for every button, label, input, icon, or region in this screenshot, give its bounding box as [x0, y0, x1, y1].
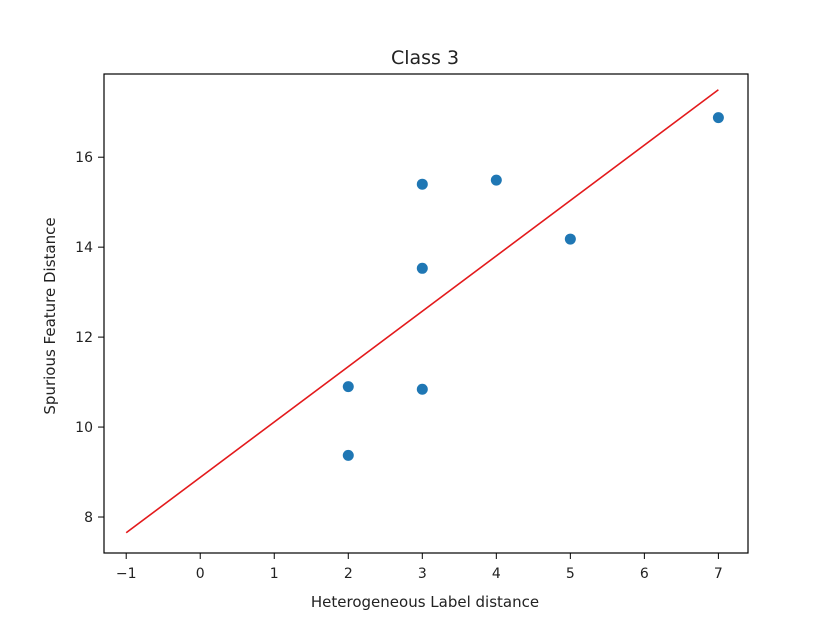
x-axis-label: Heterogeneous Label distance	[311, 593, 539, 611]
x-tick-label: 0	[196, 566, 205, 582]
y-tick-label: 14	[75, 240, 93, 256]
scatter-point	[342, 381, 354, 393]
y-tick-label: 10	[75, 420, 93, 436]
scatter-point	[490, 174, 502, 186]
scatter-point	[416, 383, 428, 395]
chart-title: Class 3	[391, 47, 459, 69]
y-tick-label: 12	[75, 330, 93, 346]
x-tick-label: 2	[344, 566, 353, 582]
scatter-point	[564, 233, 576, 245]
y-tick-label: 16	[75, 150, 93, 166]
scatter-point	[342, 449, 354, 461]
x-tick-label: 1	[270, 566, 279, 582]
scatter-point	[416, 262, 428, 274]
x-tick-label: 6	[640, 566, 649, 582]
x-tick-label: 7	[714, 566, 723, 582]
x-tick-label: 3	[418, 566, 427, 582]
y-axis-label: Spurious Feature Distance	[41, 217, 59, 414]
scatter-point	[712, 112, 724, 124]
x-tick-label: 5	[566, 566, 575, 582]
x-tick-label: −1	[116, 566, 137, 582]
plot-frame	[103, 73, 749, 554]
x-tick-label: 4	[492, 566, 501, 582]
scatter-point	[416, 178, 428, 190]
fit-line	[125, 89, 719, 534]
y-tick-label: 8	[84, 510, 93, 526]
